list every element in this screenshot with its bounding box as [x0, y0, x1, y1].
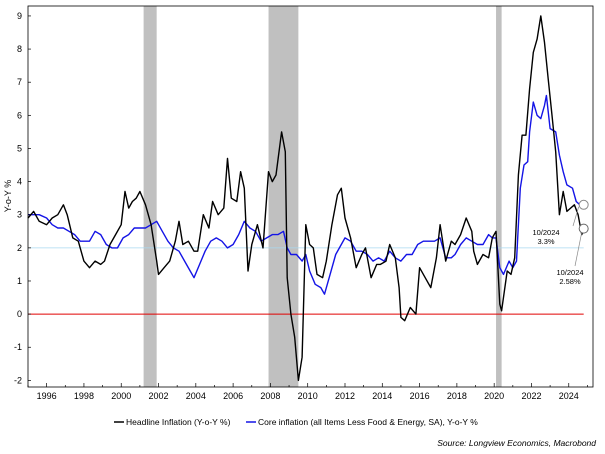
series-lines	[27, 15, 585, 382]
plot-frame	[27, 5, 594, 388]
x-tick-label: 2008	[260, 391, 280, 401]
x-tick-label: 2014	[372, 391, 392, 401]
headline-annotation-leader	[574, 232, 583, 267]
x-tick-label: 2010	[298, 391, 318, 401]
y-tick-label: 5	[17, 143, 22, 153]
x-tick-label: 2006	[223, 391, 243, 401]
recession-band-3	[496, 6, 502, 387]
legend-label-headline: Headline Inflation (Y-o-Y %)	[126, 417, 231, 427]
y-tick-label: 9	[17, 11, 22, 21]
x-tick-label: 2018	[447, 391, 467, 401]
y-tick-label: 8	[17, 44, 22, 54]
x-tick-label: 1996	[37, 391, 57, 401]
x-tick-label: 2000	[111, 391, 131, 401]
core-annotation-value: 3.3%	[537, 237, 554, 246]
core-annotation-leader	[572, 206, 580, 227]
end-point-markers	[578, 199, 589, 234]
x-tick-label: 2012	[335, 391, 355, 401]
x-tick-label: 2020	[484, 391, 504, 401]
y-tick-label: 1	[17, 276, 22, 286]
core-inflation-line	[28, 94, 584, 295]
core-annotation-date: 10/2024	[532, 228, 559, 237]
y-tick-label: 0	[17, 309, 22, 319]
y-axis-label: Y-o-Y %	[3, 180, 13, 213]
x-tick-label: 1998	[74, 391, 94, 401]
headline-annotation-date: 10/2024	[556, 268, 583, 277]
legend: Headline Inflation (Y-o-Y %) Core inflati…	[114, 417, 478, 427]
x-tick-label: 2002	[149, 391, 169, 401]
y-tick-label: 3	[17, 210, 22, 220]
headline-inflation-line	[27, 15, 585, 382]
y-axis: -2 -1 0 1 2 3 4 5 6 7 8 9	[14, 11, 31, 385]
y-tick-label: 2	[17, 243, 22, 253]
x-tick-label: 2016	[410, 391, 430, 401]
x-axis: 1996 1998 2000 2002 2004 2006 2008 2010 2012 2014…	[27, 383, 588, 401]
y-tick-label: -1	[14, 342, 22, 352]
headline-annotation-value: 2.58%	[559, 277, 581, 286]
source-note: Source: Longview Economics, Macrobond	[437, 438, 596, 448]
legend-label-core: Core inflation (all Items Less Food & En…	[258, 417, 478, 427]
x-tick-label: 2022	[521, 391, 541, 401]
core-end-marker	[578, 199, 589, 210]
recession-shading	[143, 6, 502, 387]
y-tick-label: 4	[17, 177, 22, 187]
recession-band-1	[143, 6, 157, 387]
recession-band-2	[268, 6, 299, 387]
y-tick-label: -2	[14, 375, 22, 385]
x-tick-label: 2004	[186, 391, 206, 401]
y-tick-label: 7	[17, 77, 22, 87]
y-tick-label: 6	[17, 110, 22, 120]
headline-end-marker	[578, 223, 589, 234]
x-tick-label: 2024	[559, 391, 579, 401]
